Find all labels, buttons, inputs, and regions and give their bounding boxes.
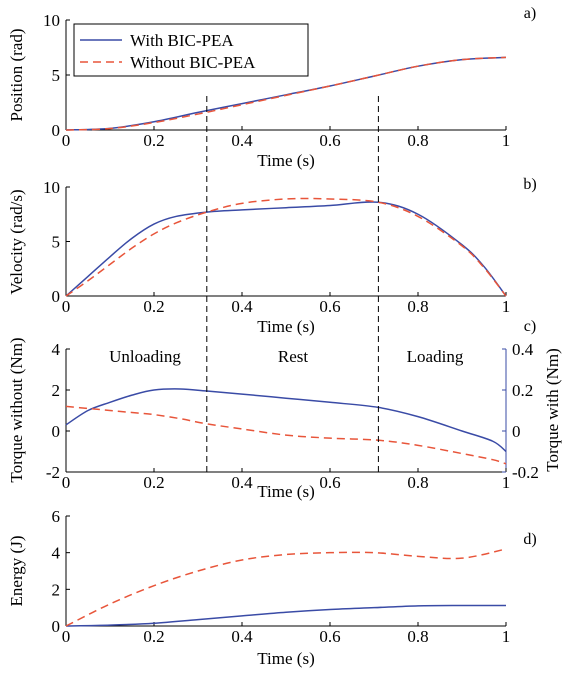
series-without-line xyxy=(65,197,507,297)
y-tick-label-right: 0 xyxy=(512,422,521,441)
x-tick-label: 0.8 xyxy=(407,473,428,492)
y-tick-label: 10 xyxy=(43,11,60,30)
x-axis-label: Time (s) xyxy=(257,649,314,668)
x-tick-label: 0.6 xyxy=(319,297,340,316)
y-tick-label: 6 xyxy=(52,507,61,526)
y-tick-label-right: 0.2 xyxy=(512,381,533,400)
y-axis-label: Torque without (Nm) xyxy=(7,337,26,482)
series-without-line xyxy=(65,405,507,465)
x-tick-label: 0.8 xyxy=(407,627,428,646)
x-tick-label: 0.6 xyxy=(319,131,340,150)
x-tick-label: 0.4 xyxy=(231,297,253,316)
x-tick-label: 0.8 xyxy=(407,297,428,316)
y-tick-label: -2 xyxy=(46,463,60,482)
series-with-line xyxy=(65,388,507,453)
y-axis-label-right: Torque with (Nm) xyxy=(543,348,562,471)
y-axis-label: Energy (J) xyxy=(7,536,26,607)
x-tick-label: 0.4 xyxy=(231,473,253,492)
x-axis-label: Time (s) xyxy=(257,482,314,501)
legend-box xyxy=(73,23,309,77)
y-tick-label: 4 xyxy=(52,544,61,563)
y-tick-label: 2 xyxy=(52,580,61,599)
y-tick-label: 0 xyxy=(52,617,61,636)
panel-label: b) xyxy=(523,176,536,193)
x-tick-label: 0 xyxy=(62,297,71,316)
y-axis-label: Velocity (rad/s) xyxy=(7,189,26,294)
series-with-line xyxy=(65,604,507,627)
y-tick-label: 0 xyxy=(52,422,61,441)
region-label: Loading xyxy=(407,347,464,366)
y-tick-label: 5 xyxy=(52,233,61,252)
y-tick-label-right: -0.2 xyxy=(512,463,539,482)
x-axis-label: Time (s) xyxy=(257,317,314,336)
x-tick-label: 0.2 xyxy=(143,297,164,316)
x-tick-label: 0.2 xyxy=(143,473,164,492)
x-tick-label: 0.4 xyxy=(231,627,253,646)
y-tick-label: 4 xyxy=(52,340,61,359)
panel-d: 0 0.2 0.4 0.6 0.8 1 0 2 4 6 Time (s) Energy (J) d) xyxy=(7,507,537,668)
panel-label: d) xyxy=(523,531,536,548)
y-axis-label: Position (rad) xyxy=(7,28,26,121)
x-tick-label: 0.6 xyxy=(319,627,340,646)
x-tick-label: 0 xyxy=(62,473,71,492)
series-without-line xyxy=(65,548,507,627)
x-tick-label: 0.2 xyxy=(143,131,164,150)
x-axis-label: Time (s) xyxy=(257,151,314,170)
x-tick-label: 1 xyxy=(502,473,511,492)
y-tick-label: 0 xyxy=(52,287,61,306)
panel-label: c) xyxy=(524,318,536,335)
legend-without-label: Without BIC-PEA xyxy=(130,53,256,72)
y-tick-label: 2 xyxy=(52,381,61,400)
x-tick-label: 0.6 xyxy=(319,473,340,492)
x-tick-label: 1 xyxy=(502,627,511,646)
legend: With BIC-PEA Without BIC-PEA xyxy=(73,23,309,77)
y-tick-label: 10 xyxy=(43,178,60,197)
panel-label: a) xyxy=(524,5,536,22)
x-tick-label: 0.8 xyxy=(407,131,428,150)
x-tick-label: 0 xyxy=(62,131,71,150)
x-tick-label: 0.4 xyxy=(231,131,253,150)
y-tick-label-right: 0.4 xyxy=(512,340,534,359)
legend-with-label: With BIC-PEA xyxy=(130,31,234,50)
x-tick-label: 1 xyxy=(502,297,511,316)
y-tick-label: 5 xyxy=(52,66,61,85)
region-label: Rest xyxy=(278,347,309,366)
region-label: Unloading xyxy=(109,347,181,366)
y-tick-label: 0 xyxy=(52,121,61,140)
series-with-line xyxy=(65,201,507,297)
x-tick-label: 0.2 xyxy=(143,627,164,646)
series-without-line xyxy=(65,56,507,131)
x-tick-label: 1 xyxy=(502,131,511,150)
x-tick-label: 0 xyxy=(62,627,71,646)
